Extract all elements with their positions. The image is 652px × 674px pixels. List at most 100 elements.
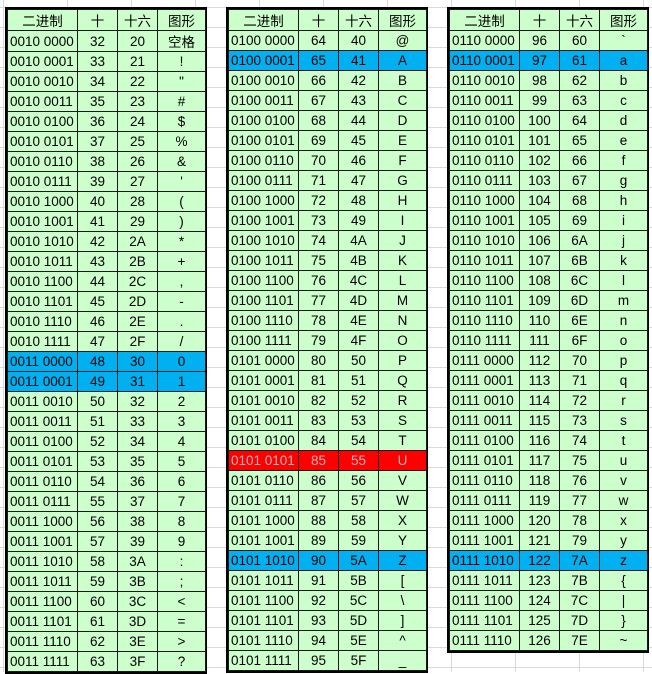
cell-binary: 0100 1110	[228, 310, 299, 331]
cell-glyph: C	[378, 90, 427, 111]
cell-hex: 57	[338, 490, 379, 511]
header-glyph: 图形	[157, 9, 206, 31]
header-row: 二进制 十 十六 图形	[228, 9, 427, 31]
cell-hex: 5D	[338, 610, 379, 631]
cell-binary: 0110 0001	[449, 50, 520, 71]
table-row: 0011 1111 63 3F?	[7, 651, 206, 672]
cell-glyph: M	[378, 290, 427, 311]
cell-glyph: D	[378, 110, 427, 131]
cell-glyph: ;	[157, 571, 206, 592]
cell-decimal: 41	[77, 211, 118, 232]
cell-binary: 0110 0110	[449, 150, 520, 171]
cell-glyph: /	[157, 331, 206, 352]
cell-hex: 62	[559, 70, 600, 91]
table-row: 0100 0001 65 41 A	[228, 50, 427, 71]
cell-decimal: 42	[77, 231, 118, 252]
cell-hex: 35	[117, 451, 158, 472]
cell-hex: 27	[117, 171, 158, 192]
cell-decimal: 71	[298, 170, 339, 191]
table-row: 0110 1010 106 6A j	[449, 230, 648, 251]
cell-decimal: 122	[519, 550, 560, 571]
cell-glyph: ]	[378, 610, 427, 631]
table-row: 0101 1011 91 5B[	[228, 570, 427, 591]
cell-glyph: b	[599, 70, 648, 91]
cell-hex: 70	[559, 350, 600, 371]
cell-decimal: 92	[298, 590, 339, 611]
cell-decimal: 101	[519, 130, 560, 151]
cell-binary: 0010 0111	[7, 171, 78, 192]
table-row: 0011 0100 52 34 4	[7, 431, 206, 452]
cell-glyph: \	[378, 590, 427, 611]
cell-binary: 0010 0100	[7, 111, 78, 132]
cell-glyph: (	[157, 191, 206, 212]
cell-hex: 33	[117, 411, 158, 432]
cell-glyph: *	[157, 231, 206, 252]
table-row: 0100 1110 78 4E N	[228, 310, 427, 331]
cell-glyph: k	[599, 250, 648, 271]
table-row: 0100 0100 68 44 D	[228, 110, 427, 131]
cell-decimal: 53	[77, 451, 118, 472]
header-hex: 十六	[117, 9, 158, 31]
cell-glyph: 4	[157, 431, 206, 452]
cell-glyph: .	[157, 311, 206, 332]
table-row: 0110 0110 102 66 f	[449, 150, 648, 171]
cell-glyph: P	[378, 350, 427, 371]
table-row: 0101 1111 95 5F _	[228, 650, 427, 671]
cell-glyph: 7	[157, 491, 206, 512]
cell-glyph: @	[378, 30, 427, 51]
ascii-table-left: 二进制 十 十六 图形 0010 0000 32 20 空格 0010 0001 33 21…	[5, 7, 207, 674]
cell-binary: 0101 0011	[228, 410, 299, 431]
header-glyph: 图形	[599, 9, 648, 31]
cell-hex: 78	[559, 510, 600, 531]
cell-decimal: 40	[77, 191, 118, 212]
cell-decimal: 85	[298, 450, 339, 471]
cell-binary: 0111 1101	[449, 610, 520, 631]
cell-glyph: 空格	[157, 30, 206, 52]
cell-decimal: 46	[77, 311, 118, 332]
cell-hex: 29	[117, 211, 158, 232]
cell-decimal: 121	[519, 530, 560, 551]
table-row: 0011 1011 59 3B;	[7, 571, 206, 592]
cell-hex: 77	[559, 490, 600, 511]
cell-decimal: 99	[519, 90, 560, 111]
cell-hex: 42	[338, 70, 379, 91]
table-row: 0110 0001 97 61 a	[449, 50, 648, 71]
cell-decimal: 51	[77, 411, 118, 432]
cell-binary: 0100 0110	[228, 150, 299, 171]
cell-decimal: 50	[77, 391, 118, 412]
cell-binary: 0111 1011	[449, 570, 520, 591]
cell-binary: 0011 1101	[7, 611, 78, 632]
cell-glyph: &	[157, 151, 206, 172]
table-row: 0100 1011 75 4B K	[228, 250, 427, 271]
cell-binary: 0011 0100	[7, 431, 78, 452]
table-row: 0101 0001 81 51 Q	[228, 370, 427, 391]
cell-binary: 0110 0101	[449, 130, 520, 151]
cell-hex: 7A	[559, 550, 600, 571]
header-binary: 二进制	[7, 9, 78, 31]
cell-binary: 0100 0101	[228, 130, 299, 151]
cell-hex: 60	[559, 30, 600, 51]
cell-glyph: S	[378, 410, 427, 431]
table-row: 0101 0110 86 56 V	[228, 470, 427, 491]
cell-hex: 39	[117, 531, 158, 552]
cell-binary: 0010 1010	[7, 231, 78, 252]
cell-glyph: y	[599, 530, 648, 551]
cell-glyph: !	[157, 51, 206, 72]
table-row: 0110 1110 110 6E n	[449, 310, 648, 331]
cell-glyph: G	[378, 170, 427, 191]
cell-glyph: ?	[157, 651, 206, 672]
table-row: 0100 0110 70 46 F	[228, 150, 427, 171]
table-row: 0111 0111 119 77 w	[449, 490, 648, 511]
cell-decimal: 67	[298, 90, 339, 111]
cell-hex: 23	[117, 91, 158, 112]
cell-binary: 0011 1100	[7, 591, 78, 612]
cell-decimal: 107	[519, 250, 560, 271]
cell-decimal: 90	[298, 550, 339, 571]
cell-binary: 0010 1001	[7, 211, 78, 232]
cell-glyph: i	[599, 210, 648, 231]
cell-glyph: 5	[157, 451, 206, 472]
table-row: 0110 1000 104 68 h	[449, 190, 648, 211]
cell-hex: 47	[338, 170, 379, 191]
cell-hex: 5E	[338, 630, 379, 651]
cell-glyph: 9	[157, 531, 206, 552]
